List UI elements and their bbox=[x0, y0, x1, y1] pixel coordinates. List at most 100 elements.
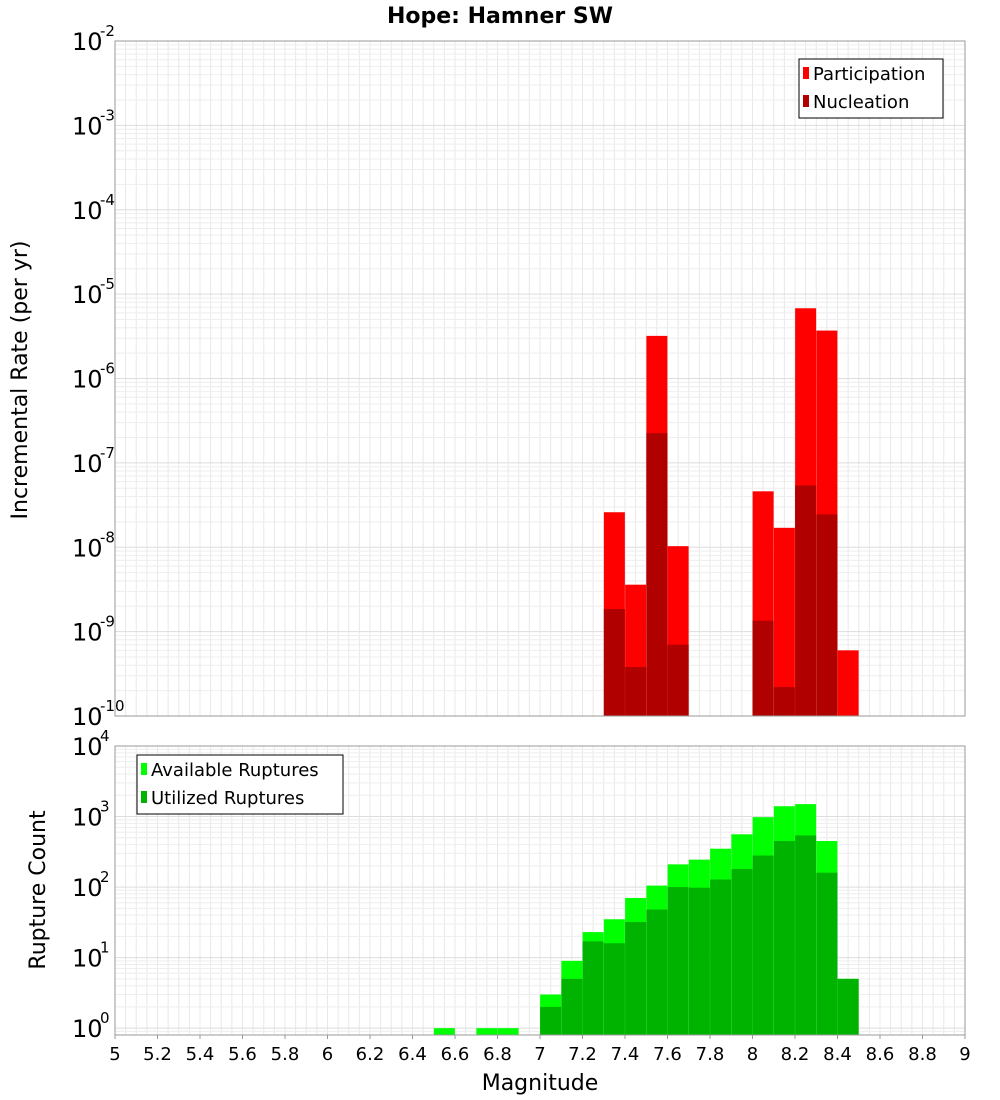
count-legend-box bbox=[136, 754, 344, 815]
count-bar-utilized-ruptures bbox=[837, 978, 859, 1035]
rate-bar-participation bbox=[773, 527, 795, 716]
x-tick-label: 5.2 bbox=[143, 1044, 172, 1065]
count-bar-utilized-ruptures bbox=[710, 879, 732, 1035]
legend-label-nucleation: Nucleation bbox=[813, 92, 909, 113]
rate-grid bbox=[114, 40, 966, 717]
x-tick-label: 5.8 bbox=[271, 1044, 300, 1065]
y-tick-exponent: -5 bbox=[100, 275, 115, 293]
y-tick-exponent: -9 bbox=[100, 613, 115, 631]
legend-label-utilized-ruptures: Utilized Ruptures bbox=[151, 788, 304, 809]
x-tick-label: 8 bbox=[747, 1044, 758, 1065]
rate-bar-nucleation bbox=[816, 514, 838, 716]
y-tick-label: 10 bbox=[72, 281, 103, 309]
y-tick-exponent: 1 bbox=[100, 939, 110, 957]
y-tick-label: 10 bbox=[72, 28, 103, 56]
count-bar-utilized-ruptures bbox=[667, 887, 689, 1035]
y-tick-label: 10 bbox=[72, 197, 103, 225]
legend-swatch-nucleation bbox=[803, 95, 809, 107]
y-tick-label: 10 bbox=[72, 619, 103, 647]
x-tick-label: 8.8 bbox=[908, 1044, 937, 1065]
x-tick-label: 7 bbox=[534, 1044, 545, 1065]
y-tick-label: 10 bbox=[72, 804, 103, 832]
count-bar-utilized-ruptures bbox=[625, 921, 647, 1035]
legend-label-participation: Participation bbox=[813, 64, 925, 85]
rate-bar-nucleation bbox=[773, 687, 795, 716]
count-bar-utilized-ruptures bbox=[603, 943, 625, 1035]
x-tick-label: 5 bbox=[109, 1044, 120, 1065]
x-axis-label: Magnitude bbox=[482, 1071, 599, 1096]
count-bar-utilized-ruptures bbox=[731, 869, 753, 1035]
x-tick-label: 7.4 bbox=[611, 1044, 640, 1065]
rate-legend-box bbox=[798, 58, 944, 119]
chart-title: Hope: Hamner SW bbox=[387, 4, 613, 29]
rate-panel: 10-210-310-410-510-610-710-810-910-10 In… bbox=[8, 22, 966, 731]
x-tick-label: 6.6 bbox=[441, 1044, 470, 1065]
y-tick-label: 10 bbox=[72, 733, 103, 761]
rate-bar-nucleation bbox=[795, 485, 817, 716]
x-tick-label: 7.6 bbox=[653, 1044, 682, 1065]
y-tick-label: 10 bbox=[72, 366, 103, 394]
y-tick-exponent: -6 bbox=[100, 360, 115, 378]
y-tick-label: 10 bbox=[72, 1015, 103, 1043]
y-tick-exponent: -7 bbox=[100, 444, 115, 462]
x-tick-label: 6.8 bbox=[483, 1044, 512, 1065]
rate-y-axis-label: Incremental Rate (per yr) bbox=[8, 241, 33, 520]
y-tick-exponent: 0 bbox=[100, 1009, 110, 1027]
count-bar-utilized-ruptures bbox=[816, 872, 838, 1035]
count-y-axis-label: Rupture Count bbox=[26, 810, 51, 970]
y-tick-label: 10 bbox=[72, 874, 103, 902]
count-bar-available-ruptures bbox=[433, 1028, 455, 1035]
legend-swatch-utilized-ruptures bbox=[141, 791, 147, 803]
x-tick-label: 8.2 bbox=[781, 1044, 810, 1065]
legend-swatch-participation bbox=[803, 67, 809, 79]
rate-bar-nucleation bbox=[625, 667, 647, 716]
x-tick-label: 6.2 bbox=[356, 1044, 385, 1065]
y-tick-exponent: -3 bbox=[100, 106, 115, 124]
y-tick-label: 10 bbox=[72, 112, 103, 140]
count-x-ticks: 5 5.2 5.4 5.6 5.8 6 6.2 6.4 6.6 6.8 7 7.2 7.4 7.6 7.8 8… bbox=[109, 1035, 971, 1065]
y-tick-label: 10 bbox=[72, 945, 103, 973]
x-tick-label: 7.8 bbox=[696, 1044, 725, 1065]
count-bars bbox=[433, 804, 859, 1035]
legend-label-available-ruptures: Available Ruptures bbox=[151, 760, 319, 781]
legend-swatch-available-ruptures bbox=[141, 763, 147, 775]
y-tick-exponent: -4 bbox=[100, 191, 115, 209]
count-bar-utilized-ruptures bbox=[688, 887, 710, 1035]
rate-plot-border bbox=[114, 40, 966, 717]
count-bar-utilized-ruptures bbox=[540, 1006, 562, 1035]
rate-bar-nucleation bbox=[646, 433, 668, 716]
count-bar-utilized-ruptures bbox=[561, 978, 583, 1035]
y-tick-exponent: 3 bbox=[100, 798, 110, 816]
count-bar-available-ruptures bbox=[497, 1028, 519, 1035]
y-tick-label: 10 bbox=[72, 703, 103, 731]
x-tick-label: 7.2 bbox=[568, 1044, 597, 1065]
y-tick-exponent: 2 bbox=[100, 868, 110, 886]
count-bar-utilized-ruptures bbox=[646, 909, 668, 1035]
x-tick-label: 8.6 bbox=[866, 1044, 895, 1065]
y-tick-exponent: -10 bbox=[100, 697, 125, 715]
count-bar-utilized-ruptures bbox=[795, 835, 817, 1035]
x-tick-label: 8.4 bbox=[823, 1044, 852, 1065]
x-tick-label: 6.4 bbox=[398, 1044, 427, 1065]
rate-bar-nucleation bbox=[667, 644, 689, 716]
rate-bar-nucleation bbox=[752, 620, 774, 716]
y-tick-exponent: 4 bbox=[100, 727, 110, 745]
x-tick-label: 5.6 bbox=[228, 1044, 257, 1065]
rate-y-ticks: 10-210-310-410-510-610-710-810-910-10 bbox=[72, 22, 125, 731]
y-tick-label: 10 bbox=[72, 450, 103, 478]
rate-bar-participation bbox=[837, 650, 859, 716]
rate-bar-nucleation bbox=[603, 609, 625, 716]
rate-legend: Participation Nucleation bbox=[798, 58, 944, 119]
x-tick-label: 9 bbox=[959, 1044, 970, 1065]
y-tick-label: 10 bbox=[72, 534, 103, 562]
y-tick-exponent: -8 bbox=[100, 528, 115, 546]
y-tick-exponent: -2 bbox=[100, 22, 115, 40]
count-bar-available-ruptures bbox=[476, 1028, 498, 1035]
count-bar-utilized-ruptures bbox=[773, 841, 795, 1035]
count-bar-utilized-ruptures bbox=[582, 941, 604, 1035]
x-tick-label: 6 bbox=[322, 1044, 333, 1065]
count-bar-utilized-ruptures bbox=[752, 855, 774, 1035]
